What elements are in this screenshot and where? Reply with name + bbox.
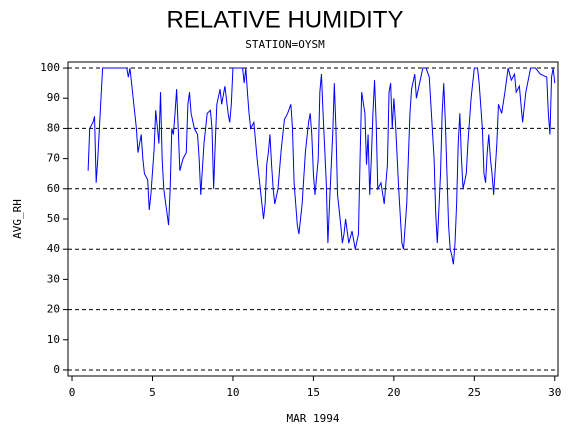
chart-subtitle: STATION=OYSM [245,38,325,51]
chart-title: RELATIVE HUMIDITY [167,6,404,33]
y-tick-label: 10 [47,333,60,346]
y-tick-label: 90 [47,91,60,104]
x-axis-label: MAR 1994 [287,412,340,425]
y-tick-label: 0 [53,363,60,376]
x-tick-label: 5 [149,386,156,399]
y-tick-label: 30 [47,272,60,285]
y-tick-label: 50 [47,212,60,225]
x-tick-label: 30 [548,386,561,399]
x-tick-label: 10 [226,386,239,399]
y-tick-label: 80 [47,121,60,134]
x-tick-label: 0 [69,386,76,399]
y-tick-label: 60 [47,182,60,195]
y-axis-label: AVG_RH [11,199,24,239]
x-tick-label: 15 [307,386,320,399]
y-tick-label: 70 [47,152,60,165]
data-line [87,67,556,265]
y-tick-label: 40 [47,242,60,255]
y-tick-label: 20 [47,303,60,316]
y-tick-label: 100 [40,61,60,74]
x-tick-label: 25 [468,386,481,399]
x-tick-label: 20 [387,386,400,399]
plot-frame [67,61,559,377]
